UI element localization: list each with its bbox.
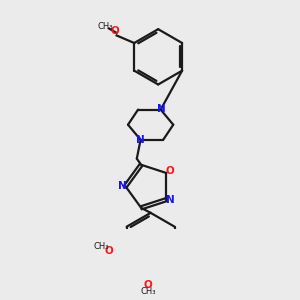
Text: CH₃: CH₃ <box>140 287 156 296</box>
Text: O: O <box>111 26 120 36</box>
Text: CH₃: CH₃ <box>94 242 109 251</box>
Text: N: N <box>157 104 166 114</box>
Text: N: N <box>118 181 127 191</box>
Text: O: O <box>105 246 113 256</box>
Text: O: O <box>144 280 152 290</box>
Text: N: N <box>136 135 144 146</box>
Text: N: N <box>166 195 174 205</box>
Text: CH₃: CH₃ <box>98 22 113 31</box>
Text: O: O <box>165 167 174 176</box>
